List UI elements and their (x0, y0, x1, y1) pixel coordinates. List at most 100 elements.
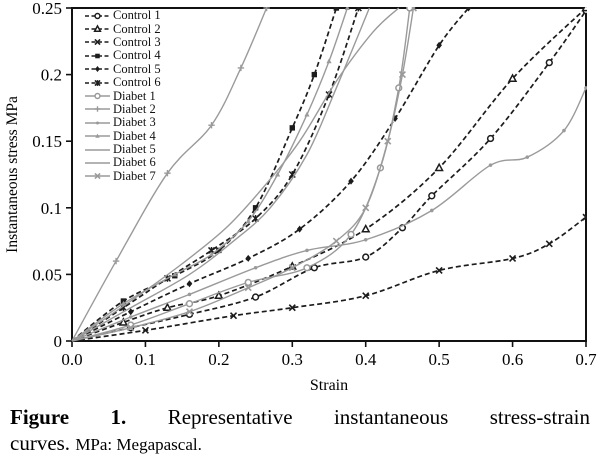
triangle-filled-marker (172, 271, 178, 277)
circle-open-marker (185, 300, 194, 308)
y-tick-label: 0.05 (32, 265, 62, 284)
y-tick-label: 0.25 (32, 0, 62, 18)
legend-item-diabet-1: Diabet 1 (84, 89, 161, 102)
legend-swatch (85, 53, 110, 59)
series-diabet-6 (71, 7, 400, 342)
figure-caption: Figure 1. Representative instantaneous s… (0, 400, 600, 458)
legend-item-control-6: Control 6 (84, 76, 161, 89)
x-marker (288, 304, 296, 312)
circle-open-marker (94, 92, 101, 100)
triangle-open-marker (581, 7, 587, 12)
x-marker (332, 237, 340, 245)
x-marker (435, 266, 443, 274)
legend-item-diabet-5: Diabet 5 (84, 143, 161, 156)
legend-item-control-2: Control 2 (84, 22, 161, 35)
dot-marker (187, 292, 192, 297)
triangle-open-marker (118, 317, 129, 326)
caption-note: MPa: Megapascal. (75, 435, 202, 454)
legend-label: Control 6 (113, 75, 161, 90)
y-tick-label: 0.1 (41, 199, 62, 218)
circle-open-marker (347, 230, 355, 239)
triangle-open-marker (214, 290, 224, 300)
dot-marker (525, 155, 530, 159)
x-tick-label: 0.4 (355, 350, 377, 369)
legend-item-control-3: Control 3 (84, 34, 161, 49)
x-marker (545, 240, 553, 248)
asterisk-marker (94, 79, 101, 86)
x-marker (229, 312, 238, 320)
chart-canvas: 0.0 0.1 0.2 0.3 0.4 0.5 0.6 0.7 0 0.05 0.1 0.15 0.2 0… (4, 0, 597, 394)
diamond-filled-marker (127, 308, 134, 316)
legend-label: Diabet 2 (113, 101, 156, 116)
x-tick-label: 0.3 (282, 350, 303, 369)
stress-strain-chart: 0.0 0.1 0.2 0.3 0.4 0.5 0.6 0.7 0 0.05 0.1 0.15 0.2 0… (4, 0, 597, 394)
square-filled-marker (95, 53, 100, 59)
legend-swatch (85, 79, 110, 86)
x-axis-label: Strain (310, 377, 348, 394)
dot-marker (95, 121, 100, 125)
legend-item-diabet-2: Diabet 2 (84, 101, 161, 116)
x-marker (141, 326, 149, 334)
caption-line2: curves. MPa: Megapascal. (10, 430, 590, 458)
plus-marker (237, 64, 245, 72)
triangle-filled-marker (275, 171, 281, 177)
x-marker (244, 284, 252, 292)
legend-swatch (85, 12, 110, 19)
series-diabet-3 (71, 86, 587, 342)
square-filled-marker (333, 7, 340, 11)
legend-swatch (85, 148, 110, 151)
dot-marker (128, 315, 133, 319)
circle-open-marker (244, 278, 252, 287)
legend-label: Control 3 (113, 34, 161, 49)
x-tick-label: 0.7 (575, 350, 597, 369)
x-tick-label: 0.6 (502, 350, 523, 369)
legend-item-diabet-4: Diabet 4 (84, 129, 161, 143)
legend-item-control-4: Control 4 (84, 49, 161, 62)
triangle-open-marker (162, 302, 173, 312)
legend-label: Diabet 6 (113, 155, 156, 170)
legend-swatch (85, 162, 110, 164)
series-diabet-7 (71, 7, 418, 342)
circle-open-marker (362, 253, 370, 261)
legend-swatch (85, 121, 110, 125)
x-tick-label: 0.2 (208, 350, 229, 369)
legend-swatch (85, 24, 110, 33)
x-tick-label: 0.1 (135, 350, 156, 369)
dot-marker (430, 208, 434, 213)
caption-line1: Figure 1. Representative instantaneous s… (10, 404, 590, 430)
triangle-open-marker (361, 223, 371, 233)
square-filled-marker (289, 125, 295, 131)
legend-label: Diabet 3 (113, 115, 156, 130)
legend-label: Control 4 (113, 48, 161, 63)
diamond-filled-marker (436, 41, 442, 49)
caption-text: Representative instantaneous stress-stra… (167, 405, 591, 429)
dot-marker (584, 86, 587, 90)
dot-marker (488, 163, 493, 167)
plot-frame (71, 7, 587, 342)
series-control-5 (71, 7, 472, 342)
diamond-filled-marker (392, 115, 398, 123)
dot-marker (363, 237, 368, 242)
caption-text-2: curves. (10, 431, 71, 455)
diamond-filled-marker (465, 7, 472, 12)
circle-open-marker (545, 58, 553, 67)
x-marker (94, 173, 101, 180)
legend-item-control-1: Control 1 (84, 9, 161, 22)
x-marker (582, 213, 587, 221)
y-axis-label: Instantaneous stress MPa (4, 96, 21, 253)
circle-open-marker (486, 134, 495, 143)
legend-label: Diabet 1 (113, 88, 156, 103)
legend-label: Control 2 (113, 21, 161, 36)
triangle-open-marker (507, 73, 518, 82)
circle-open-marker (428, 192, 436, 200)
series-diabet-5 (71, 7, 371, 342)
legend-swatch (85, 66, 110, 73)
x-marker (127, 324, 135, 332)
x-tick-label: 0.0 (61, 350, 82, 369)
y-tick-label: 0 (54, 332, 63, 351)
triangle-filled-marker (304, 111, 310, 117)
dot-marker (562, 128, 566, 133)
plot-series (71, 7, 587, 342)
legend-item-diabet-3: Diabet 3 (84, 116, 161, 129)
legend-item-diabet-7: Diabet 7 (84, 169, 161, 183)
